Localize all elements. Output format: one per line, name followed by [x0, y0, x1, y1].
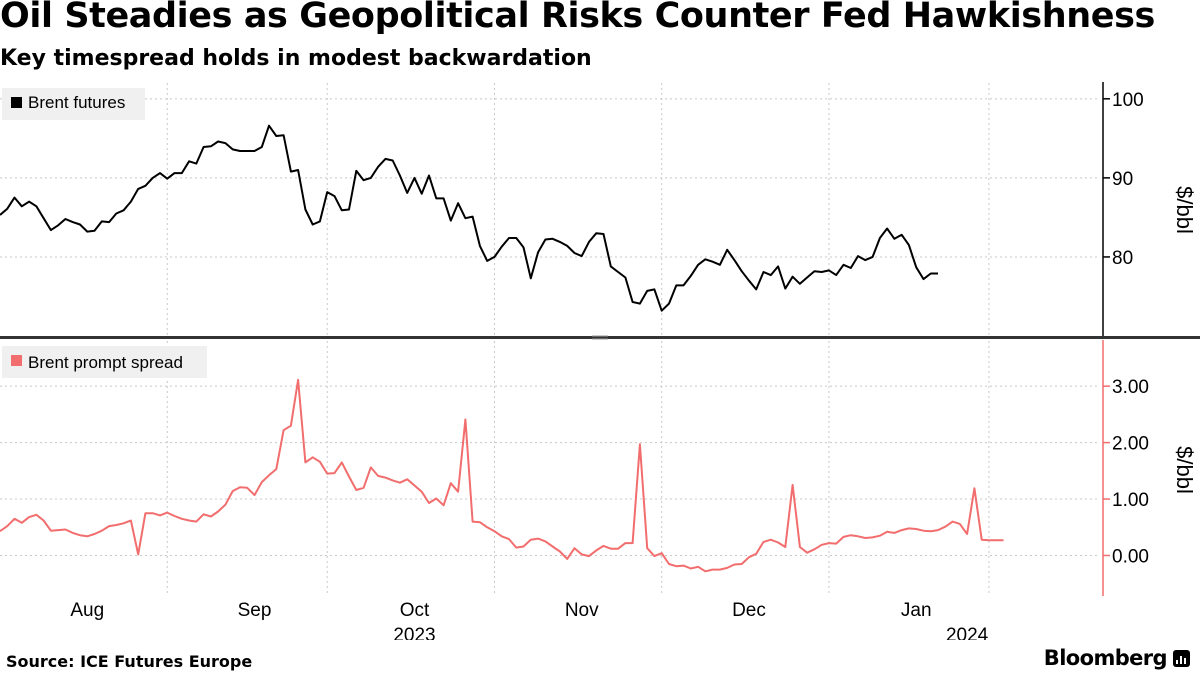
spread-tick-label: 1.00 — [1112, 490, 1149, 511]
x-tick-label-month: Jan — [901, 600, 932, 621]
futures-legend-swatch — [11, 97, 22, 108]
spread-tick-label: 0.00 — [1112, 546, 1149, 567]
futures-line — [0, 124, 938, 312]
spread-legend-bg — [2, 346, 207, 378]
x-tick-label-year: 2023 — [393, 625, 435, 640]
futures-tick-label: 100 — [1112, 90, 1144, 111]
futures-legend-label: Brent futures — [28, 93, 125, 112]
spread-tick-label: 2.00 — [1112, 434, 1149, 455]
bloomberg-chart-icon — [1173, 649, 1190, 667]
spread-gridlines — [0, 385, 1098, 556]
source-note: Source: ICE Futures Europe — [6, 652, 253, 671]
x-tick-label-month: Dec — [732, 600, 766, 621]
chart-area: Brent futures Brent prompt spread 100 90 8… — [0, 82, 1200, 640]
bloomberg-logo: Bloomberg — [1044, 646, 1190, 670]
spread-legend-label: Brent prompt spread — [28, 353, 183, 372]
futures-tick-label: 80 — [1112, 248, 1133, 269]
x-tick-label-year: 2024 — [946, 625, 989, 640]
x-tick-label-month: Nov — [565, 600, 599, 621]
spread-y-ticks: 3.00 2.00 1.00 0.00 — [1103, 377, 1149, 567]
futures-gridlines — [0, 98, 1098, 258]
spread-y-axis-label: $/bbl — [1172, 446, 1197, 494]
futures-y-axis-label: $/bbl — [1172, 186, 1197, 234]
bloomberg-wordmark: Bloomberg — [1043, 646, 1168, 670]
x-tick-label-month: Sep — [238, 600, 272, 621]
spread-legend-swatch — [11, 355, 22, 366]
spread-legend: Brent prompt spread — [2, 346, 207, 378]
x-tick-label-month: Oct — [400, 600, 430, 621]
futures-tick-label: 90 — [1112, 169, 1133, 190]
x-tick-label-month: Aug — [70, 600, 104, 621]
x-axis-labels: Aug Sep Oct Nov Dec Jan 2023 2024 — [70, 600, 988, 640]
chart-title: Oil Steadies as Geopolitical Risks Count… — [0, 0, 1155, 36]
spread-line — [0, 378, 1004, 573]
futures-legend: Brent futures — [2, 88, 145, 120]
spread-tick-label: 3.00 — [1112, 377, 1149, 398]
futures-y-ticks: 100 90 80 — [1103, 90, 1144, 269]
futures-legend-bg — [2, 88, 145, 120]
chart-subtitle: Key timespread holds in modest backwarda… — [0, 46, 592, 71]
